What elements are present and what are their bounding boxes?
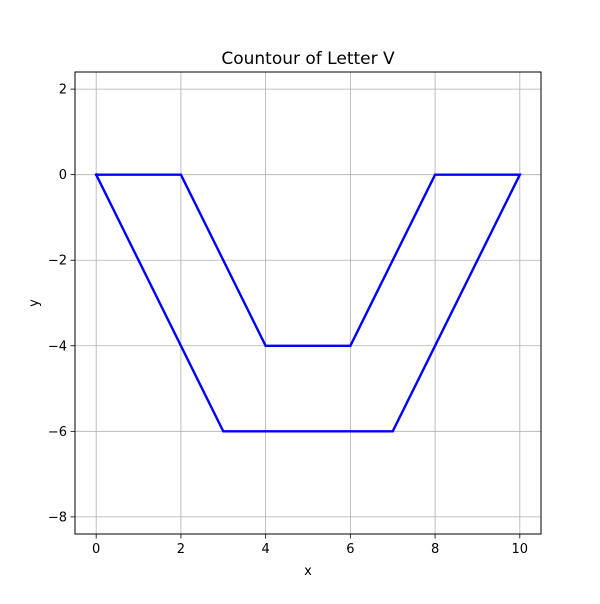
y-axis-label: y: [27, 299, 42, 307]
x-tick-label: 4: [261, 542, 269, 557]
x-tick-label: 8: [431, 542, 439, 557]
y-tick-label: −2: [48, 254, 67, 269]
y-tick-label: 0: [59, 168, 67, 183]
y-tick-label: −6: [48, 425, 67, 440]
chart-title: Countour of Letter V: [221, 49, 395, 69]
grid: [75, 72, 541, 534]
axis-ticks: 0 2 4 6 8 10 2 0 −2 −4 −6 −8: [48, 83, 528, 557]
x-tick-label: 2: [177, 542, 185, 557]
series-line: [94, 173, 522, 433]
y-tick-label: −4: [48, 339, 67, 354]
x-tick-label: 6: [346, 542, 354, 557]
plot-frame: [74, 71, 542, 535]
plot-lines: [94, 173, 522, 433]
x-tick-label: 0: [92, 542, 100, 557]
y-tick-label: −8: [48, 510, 67, 525]
y-tick-label: 2: [59, 83, 67, 98]
x-tick-label: 10: [512, 542, 529, 557]
x-axis-label: x: [304, 564, 312, 579]
